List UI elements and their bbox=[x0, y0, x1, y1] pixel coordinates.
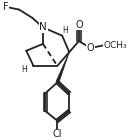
Text: H: H bbox=[62, 26, 68, 35]
Polygon shape bbox=[56, 52, 69, 83]
Text: Cl: Cl bbox=[53, 129, 62, 139]
Text: OCH₃: OCH₃ bbox=[104, 41, 128, 50]
Text: O: O bbox=[75, 20, 83, 30]
Text: O: O bbox=[87, 43, 95, 53]
Text: H: H bbox=[22, 65, 27, 74]
Text: N: N bbox=[39, 22, 47, 32]
Text: F: F bbox=[3, 2, 9, 12]
